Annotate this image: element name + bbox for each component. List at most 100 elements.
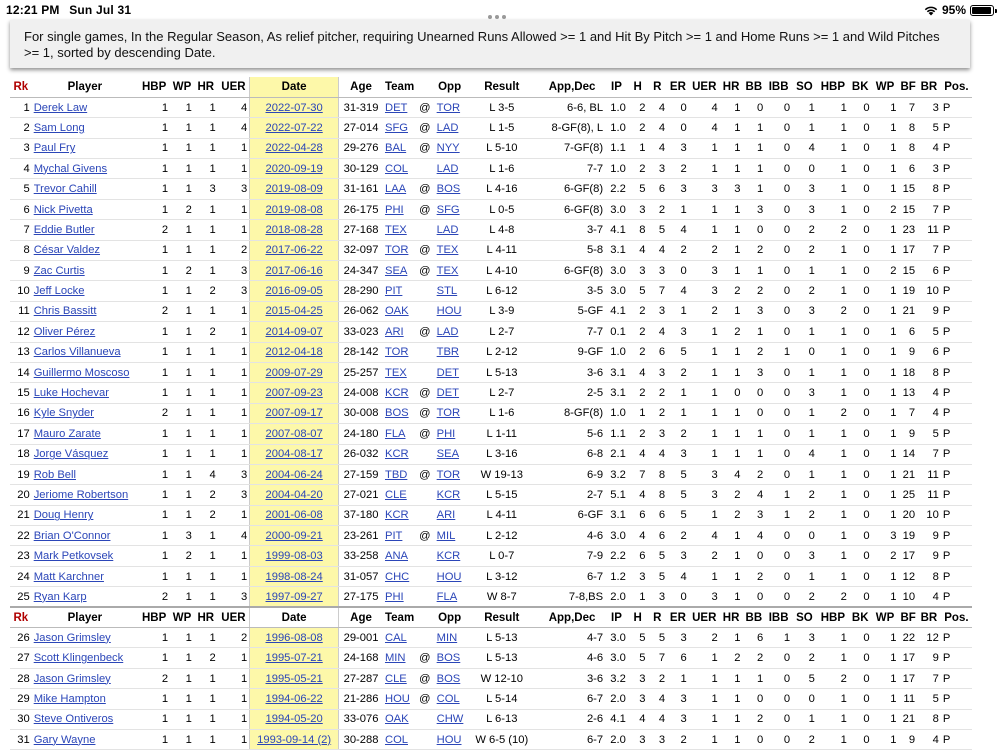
col-header-h[interactable]: H — [627, 77, 648, 98]
player-link[interactable]: Chris Bassitt — [33, 305, 97, 318]
player-link[interactable]: Nick Pivetta — [33, 203, 93, 216]
col-header-uer-2[interactable]: UER — [688, 77, 720, 98]
date-link[interactable]: 1995-05-21 — [265, 672, 323, 685]
date-link[interactable]: 2012-04-18 — [265, 346, 323, 359]
col-header-date[interactable]: Date — [249, 77, 340, 98]
player-link[interactable]: Ryan Karp — [33, 590, 87, 603]
player-link[interactable]: Oliver Pérez — [33, 325, 96, 338]
col-header-bb-repeat[interactable]: BB — [742, 606, 766, 629]
date-link[interactable]: 2007-09-17 — [265, 407, 323, 420]
player-link[interactable]: Steve Ontiveros — [33, 713, 114, 726]
col-header-wp-2-repeat[interactable]: WP — [871, 606, 899, 629]
col-header-hr-2[interactable]: HR — [719, 77, 743, 98]
col-header-hr[interactable]: HR — [193, 77, 218, 98]
col-header-hbp-2-repeat[interactable]: HBP — [816, 606, 849, 629]
team-link[interactable]: FLA — [384, 427, 406, 440]
col-header-bb[interactable]: BB — [742, 77, 766, 98]
col-header-so[interactable]: SO — [792, 77, 817, 98]
player-link[interactable]: Carlos Villanueva — [33, 346, 121, 359]
col-header-app-dec-repeat[interactable]: App,Dec — [538, 606, 606, 629]
team-link[interactable]: LAA — [384, 183, 407, 196]
team-link[interactable]: TEX — [384, 223, 407, 236]
col-header-br[interactable]: BR — [917, 77, 941, 98]
col-header-uer[interactable]: UER — [217, 77, 250, 98]
col-header-h-repeat[interactable]: H — [627, 606, 648, 629]
opp-link[interactable]: COL — [436, 692, 460, 705]
col-header-uer-repeat[interactable]: UER — [217, 606, 250, 629]
col-header-so-repeat[interactable]: SO — [792, 606, 817, 629]
col-header-bf-repeat[interactable]: BF — [898, 606, 918, 629]
multitask-dots-icon[interactable] — [488, 8, 509, 22]
date-link[interactable]: 1999-08-03 — [265, 550, 323, 563]
col-header-date-repeat[interactable]: Date — [249, 606, 340, 629]
player-link[interactable]: Mark Petkovsek — [33, 550, 114, 563]
opp-link[interactable]: SFG — [436, 203, 460, 216]
col-header-age-repeat[interactable]: Age — [338, 606, 383, 629]
opp-link[interactable]: DET — [436, 366, 460, 379]
col-header-bk[interactable]: BK — [848, 77, 872, 98]
col-header-bk-repeat[interactable]: BK — [848, 606, 872, 629]
opp-link[interactable]: HOU — [436, 733, 462, 746]
player-link[interactable]: Guillermo Moscoso — [33, 366, 130, 379]
team-link[interactable]: TOR — [384, 346, 409, 359]
player-link[interactable]: Sam Long — [33, 121, 85, 134]
opp-link[interactable]: BOS — [436, 652, 461, 665]
date-link[interactable]: 2017-06-16 — [265, 264, 323, 277]
col-header-ibb-repeat[interactable]: IBB — [765, 606, 793, 629]
date-link[interactable]: 1994-06-22 — [265, 692, 323, 705]
player-link[interactable]: Jorge Vásquez — [33, 448, 109, 461]
date-link[interactable]: 2004-08-17 — [265, 448, 323, 461]
col-header-r[interactable]: R — [647, 77, 668, 98]
opp-link[interactable]: HOU — [436, 305, 462, 318]
player-link[interactable]: César Valdez — [33, 244, 101, 257]
opp-link[interactable]: TEX — [436, 244, 459, 257]
player-link[interactable]: Jason Grimsley — [33, 631, 111, 644]
player-link[interactable]: Zac Curtis — [33, 264, 85, 277]
team-link[interactable]: TBD — [384, 468, 408, 481]
player-link[interactable]: Doug Henry — [33, 509, 94, 522]
opp-link[interactable]: NYY — [436, 142, 460, 155]
team-link[interactable]: DET — [384, 101, 408, 114]
col-header-result-repeat[interactable]: Result — [464, 606, 539, 629]
date-link[interactable]: 2004-04-20 — [265, 489, 323, 501]
player-link[interactable]: Jeriome Robertson — [33, 489, 129, 501]
col-header-hbp-repeat[interactable]: HBP — [138, 606, 171, 629]
col-header-team[interactable]: Team — [382, 77, 416, 98]
date-link[interactable]: 2022-07-22 — [265, 121, 323, 134]
col-header-app-dec[interactable]: App,Dec — [538, 77, 606, 98]
date-link[interactable]: 2004-06-24 — [265, 468, 323, 481]
date-link[interactable]: 2019-08-08 — [265, 203, 323, 216]
team-link[interactable]: ARI — [384, 325, 404, 338]
col-header-hr-2-repeat[interactable]: HR — [719, 606, 743, 629]
col-header-er[interactable]: ER — [667, 77, 689, 98]
team-link[interactable]: MIN — [384, 652, 406, 665]
opp-link[interactable]: KCR — [436, 489, 461, 501]
date-link[interactable]: 1997-09-27 — [265, 590, 323, 603]
opp-link[interactable]: CHW — [436, 713, 464, 726]
col-header-bf[interactable]: BF — [898, 77, 918, 98]
team-link[interactable]: TOR — [384, 244, 409, 257]
date-link[interactable]: 2009-07-29 — [265, 366, 323, 379]
team-link[interactable]: CLE — [384, 489, 407, 501]
date-link[interactable]: 2015-04-25 — [265, 305, 323, 318]
date-link[interactable]: 2017-06-22 — [265, 244, 323, 257]
team-link[interactable]: COL — [384, 733, 408, 746]
col-header-opp[interactable]: Opp — [434, 77, 465, 98]
date-link[interactable]: 2022-07-30 — [265, 101, 323, 114]
opp-link[interactable]: ARI — [436, 509, 456, 522]
col-header-opp-repeat[interactable]: Opp — [434, 606, 465, 629]
team-link[interactable]: PHI — [384, 203, 404, 216]
opp-link[interactable]: STL — [436, 285, 458, 298]
team-link[interactable]: KCR — [384, 509, 409, 522]
team-link[interactable]: CLE — [384, 672, 407, 685]
col-header-ibb[interactable]: IBB — [765, 77, 793, 98]
team-link[interactable]: PHI — [384, 590, 404, 603]
team-link[interactable]: ANA — [384, 550, 408, 563]
col-header-r-repeat[interactable]: R — [647, 606, 668, 629]
player-link[interactable]: Gary Wayne — [33, 733, 96, 746]
col-header-hbp[interactable]: HBP — [138, 77, 171, 98]
team-link[interactable]: KCR — [384, 448, 409, 461]
col-header-age[interactable]: Age — [338, 77, 383, 98]
col-header-hr-repeat[interactable]: HR — [193, 606, 218, 629]
date-link[interactable]: 2001-06-08 — [265, 509, 323, 522]
